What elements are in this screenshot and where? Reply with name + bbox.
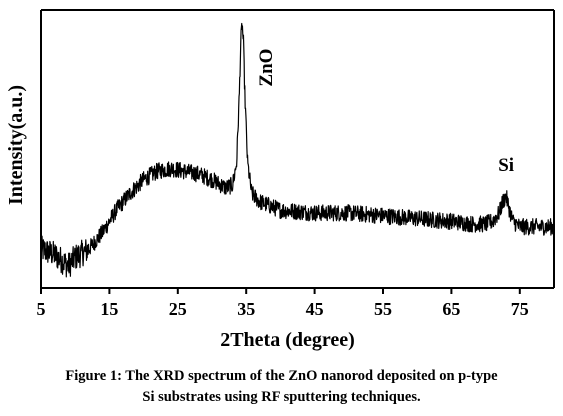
x-tick-label: 25: [169, 299, 187, 319]
x-tick-label: 45: [306, 299, 324, 319]
x-tick-label: 55: [374, 299, 392, 319]
caption-line-2: Si substrates using RF sputtering techni…: [142, 389, 421, 405]
x-ticks: 5 15 25 35 45 55 65 75: [37, 288, 529, 319]
peak-label: ZnO: [256, 49, 277, 87]
peak-annotations: ZnO Si: [256, 49, 514, 176]
figure-caption: Figure 1: The XRD spectrum of the ZnO na…: [0, 366, 563, 408]
caption-line-1: Figure 1: The XRD spectrum of the ZnO na…: [65, 368, 498, 384]
x-tick-label: 75: [511, 299, 529, 319]
x-axis-title: 2Theta (degree): [220, 329, 355, 351]
peak-label: Si: [498, 155, 514, 176]
plot-frame: [40, 9, 555, 289]
x-tick-label: 15: [100, 299, 118, 319]
xrd-spectrum-line: [40, 22, 555, 278]
xrd-chart: 5 15 25 35 45 55 65 75 ZnO Si 2Theta (degree) In…: [5, 9, 555, 351]
x-tick-label: 5: [37, 299, 46, 319]
x-tick-label: 65: [442, 299, 460, 319]
x-tick-label: 35: [237, 299, 255, 319]
y-axis-title: Intensity(a.u.): [5, 85, 27, 205]
